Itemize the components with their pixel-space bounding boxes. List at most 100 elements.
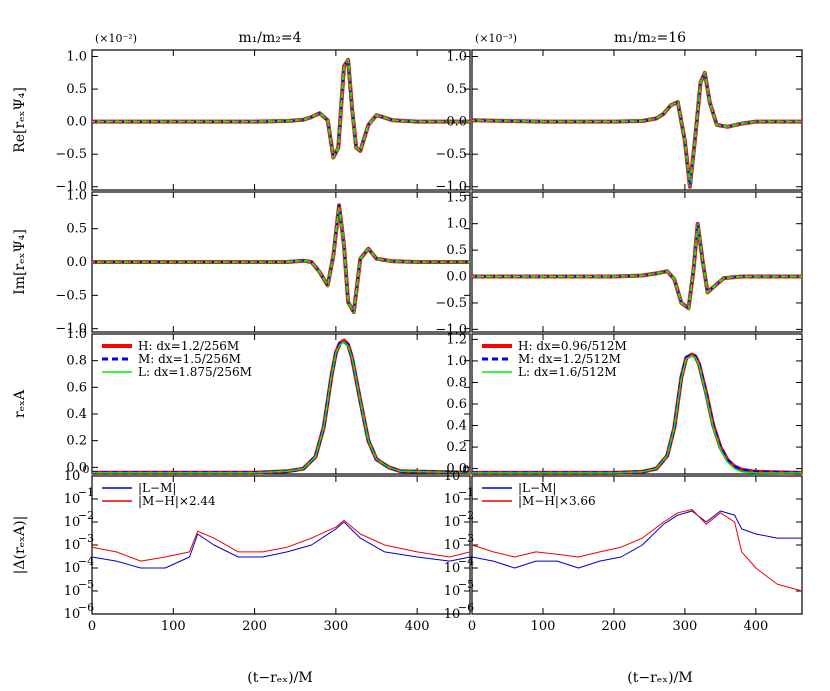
- y-tick-label: 0.5: [66, 222, 87, 237]
- left-column-title: m₁/m₂=4: [238, 30, 301, 46]
- y-tick-label: 0.8: [66, 354, 87, 369]
- right-column-title: m₁/m₂=16: [614, 30, 686, 46]
- y-tick-exponent: −2: [458, 509, 474, 522]
- y-tick-label: 0.6: [446, 397, 467, 412]
- left-scale-factor: (×10⁻²): [95, 32, 137, 45]
- series-l-minus-m-line: [91, 521, 471, 569]
- y-tick-exponent: −6: [78, 601, 94, 614]
- y-tick-label: 10: [444, 561, 461, 576]
- y-tick-label: 10: [64, 515, 81, 530]
- legend-label: L: dx=1.6/512M: [518, 365, 617, 379]
- legend-label: M: dx=1.5/256M: [138, 352, 241, 366]
- legend-label: L: dx=1.875/256M: [138, 365, 252, 379]
- row-axis-title: rₑₓA: [12, 389, 28, 418]
- series-h-line: [92, 57, 470, 160]
- y-tick-label: 10: [444, 515, 461, 530]
- x-axis-titles: (t−rₑₓ)/M (t−rₑₓ)/M: [247, 670, 692, 686]
- x-tick-label: 0: [468, 619, 476, 634]
- y-tick-label: 10: [64, 584, 81, 599]
- series-l-line: [471, 71, 802, 188]
- series-l-line: [92, 204, 470, 314]
- y-tick-label: 10: [444, 607, 461, 622]
- y-tick-label: 1.0: [446, 217, 467, 232]
- y-tick-label: 10: [64, 538, 81, 553]
- y-tick-label: −0.5: [55, 147, 87, 162]
- column-titles: (×10⁻²) m₁/m₂=4 (×10⁻³) m₁/m₂=16: [95, 30, 686, 46]
- y-tick-label: 10: [64, 492, 81, 507]
- legend-label: |M−H|×3.66: [518, 494, 596, 508]
- y-tick-label: 1.0: [66, 327, 87, 342]
- legend-label: |L−M|: [518, 481, 556, 495]
- y-tick-label: 0.2: [66, 434, 87, 449]
- x-tick-label: 0: [88, 619, 96, 634]
- y-tick-label: 0.4: [66, 407, 87, 422]
- right-scale-factor: (×10⁻³): [475, 32, 517, 45]
- legend-label: |M−H|×2.44: [138, 494, 216, 508]
- series-overlap-line: [92, 204, 470, 313]
- y-tick-label: −0.5: [435, 147, 467, 162]
- y-tick-label: 0.8: [446, 375, 467, 390]
- x-tick-label: 300: [323, 619, 348, 634]
- y-tick-label: 1.0: [446, 50, 467, 65]
- y-tick-label: 10: [444, 469, 461, 484]
- legend-label: H: dx=0.96/512M: [518, 339, 627, 353]
- panel-frame: [91, 333, 471, 475]
- row-axis-title: |Δ(rₑₓA)|: [12, 516, 28, 575]
- series-l-line: [92, 341, 471, 474]
- y-tick-label: 0.5: [446, 243, 467, 258]
- y-tick-label: 1.2: [446, 332, 467, 347]
- series-l-line: [472, 354, 802, 474]
- legend-label: |L−M|: [138, 481, 176, 495]
- panel-0-1: −1.0 −0.5 0.0 0.5 1.0: [435, 49, 803, 195]
- y-tick-exponent: 0: [83, 463, 90, 476]
- legend-label: M: dx=1.2/512M: [518, 352, 621, 366]
- y-tick-label: 10: [444, 584, 461, 599]
- y-tick-exponent: −1: [458, 486, 474, 499]
- y-tick-exponent: −4: [78, 555, 94, 568]
- y-tick-label: −0.5: [55, 288, 87, 303]
- y-tick-label: −0.5: [435, 296, 467, 311]
- y-tick-label: 0.0: [446, 270, 467, 285]
- series-m-line: [471, 71, 802, 188]
- series-overlap-line: [472, 223, 802, 309]
- x-tick-label: 400: [405, 619, 430, 634]
- y-tick-label: 10: [64, 607, 81, 622]
- panel-0-0: −1.0 −0.5 0.0 0.5 1.0 Re[rₑₓΨ₄]: [12, 49, 471, 195]
- left-x-axis-title: (t−rₑₓ)/M: [247, 670, 312, 686]
- y-tick-exponent: −3: [78, 532, 94, 545]
- series-l-line: [92, 58, 470, 159]
- right-x-axis-title: (t−rₑₓ)/M: [627, 670, 692, 686]
- series-m-line: [472, 222, 802, 310]
- series-overlap-line: [471, 72, 802, 188]
- series-h-line: [92, 203, 470, 314]
- y-tick-label: 10: [444, 538, 461, 553]
- y-tick-label: −1.0: [55, 322, 87, 337]
- y-tick-exponent: −5: [458, 578, 474, 591]
- panel-1-0: −1.0 −0.5 0.0 0.5 1.0 Im[rₑₓΨ₄]: [12, 188, 471, 337]
- y-tick-label: 0.4: [446, 419, 467, 434]
- y-tick-label: 0.0: [446, 115, 467, 130]
- y-tick-exponent: −3: [458, 532, 474, 545]
- y-tick-exponent: −2: [78, 509, 94, 522]
- y-tick-label: 1.0: [446, 354, 467, 369]
- x-tick-label: 400: [743, 619, 768, 634]
- series-m-line: [92, 204, 470, 313]
- y-tick-label: 0.5: [446, 82, 467, 97]
- y-tick-exponent: −1: [78, 486, 94, 499]
- y-tick-exponent: −5: [78, 578, 94, 591]
- y-tick-label: 0.2: [446, 440, 467, 455]
- series-m-minus-h-line: [91, 519, 471, 562]
- panel-1-1: −1.0−0.50.00.51.01.5: [435, 190, 803, 337]
- y-tick-label: 0.6: [66, 380, 87, 395]
- y-tick-label: 1.0: [66, 50, 87, 65]
- y-tick-exponent: −6: [458, 601, 474, 614]
- row-axis-title: Re[rₑₓΨ₄]: [12, 87, 28, 153]
- series-l-line: [472, 222, 802, 310]
- y-tick-label: 10: [64, 561, 81, 576]
- y-tick-label: 0.5: [66, 82, 87, 97]
- x-tick-label: 200: [602, 619, 627, 634]
- series-h-line: [471, 70, 802, 189]
- y-tick-label: 10: [64, 469, 81, 484]
